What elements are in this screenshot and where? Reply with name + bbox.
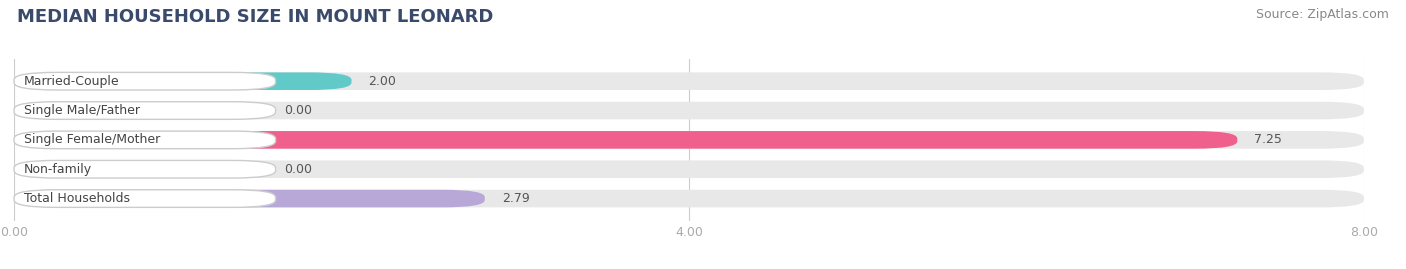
Text: 7.25: 7.25 (1254, 133, 1282, 146)
FancyBboxPatch shape (14, 102, 276, 119)
FancyBboxPatch shape (14, 72, 352, 90)
FancyBboxPatch shape (14, 131, 1237, 149)
Text: Non-family: Non-family (24, 163, 93, 176)
Text: 2.00: 2.00 (368, 75, 396, 88)
Text: Single Male/Father: Single Male/Father (24, 104, 141, 117)
FancyBboxPatch shape (14, 72, 1364, 90)
FancyBboxPatch shape (14, 131, 276, 149)
FancyBboxPatch shape (14, 190, 276, 207)
FancyBboxPatch shape (14, 160, 276, 178)
FancyBboxPatch shape (14, 160, 1364, 178)
FancyBboxPatch shape (14, 190, 1364, 207)
FancyBboxPatch shape (14, 72, 276, 90)
Text: Single Female/Mother: Single Female/Mother (24, 133, 160, 146)
Text: Total Households: Total Households (24, 192, 131, 205)
Text: MEDIAN HOUSEHOLD SIZE IN MOUNT LEONARD: MEDIAN HOUSEHOLD SIZE IN MOUNT LEONARD (17, 8, 494, 26)
Text: 0.00: 0.00 (284, 163, 312, 176)
Text: 2.79: 2.79 (502, 192, 530, 205)
FancyBboxPatch shape (14, 190, 485, 207)
FancyBboxPatch shape (14, 131, 1364, 149)
FancyBboxPatch shape (14, 102, 1364, 119)
Text: Married-Couple: Married-Couple (24, 75, 120, 88)
Text: 0.00: 0.00 (284, 104, 312, 117)
Text: Source: ZipAtlas.com: Source: ZipAtlas.com (1256, 8, 1389, 21)
